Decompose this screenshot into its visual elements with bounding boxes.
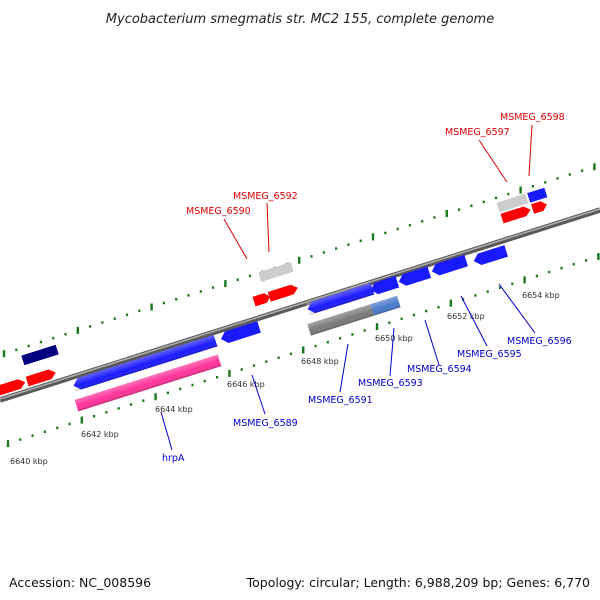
cds-arrow-msmeg-6597[interactable]: [500, 205, 533, 224]
cds-arrow-msmeg-6595[interactable]: [397, 266, 432, 287]
gene-features: [0, 187, 548, 412]
gene-label-hrpA[interactable]: hrpA: [162, 453, 185, 464]
reverse-scale-ticks: [6, 253, 600, 447]
gene-label-msmeg-6593[interactable]: MSMEG_6593: [358, 378, 423, 389]
scale-label: 6652 kbp: [447, 312, 485, 321]
pseudogene-msmeg-6597[interactable]: [496, 193, 529, 213]
accession-text: Accession: NC_008596: [9, 575, 152, 590]
scale-label: 6642 kbp: [81, 430, 119, 439]
gene-label-msmeg-6597[interactable]: MSMEG_6597: [445, 127, 510, 138]
gene-labels-forward: MSMEG_6590 MSMEG_6592 MSMEG_6597 MSMEG_6…: [186, 112, 565, 217]
map-title: Mycobacterium smegmatis str. MC2 155, co…: [106, 12, 494, 27]
label-leaders-forward: [223, 124, 533, 260]
scale-labels: 6640 kbp 6642 kbp 6644 kbp 6646 kbp 6648…: [10, 291, 560, 466]
cds-arrow-msmeg-6595b[interactable]: [430, 254, 468, 277]
scale-label: 6640 kbp: [10, 457, 48, 466]
cds-box-msmeg-6598[interactable]: [527, 187, 548, 203]
cds-arrow[interactable]: [25, 368, 58, 387]
cds-arrow[interactable]: [0, 377, 27, 396]
gene-label-msmeg-6591[interactable]: MSMEG_6591: [308, 395, 373, 406]
forward-scale-ticks: [2, 163, 596, 358]
gene-label-msmeg-6590[interactable]: MSMEG_6590: [186, 206, 251, 217]
pseudogene-msmeg-6592[interactable]: [258, 262, 294, 282]
genome-backbone: [0, 207, 600, 403]
gene-label-msmeg-6592[interactable]: MSMEG_6592: [233, 191, 298, 202]
cds-arrow-msmeg-6590[interactable]: [252, 292, 272, 307]
cds-arrow-msmeg-6598[interactable]: [531, 200, 548, 214]
gene-label-msmeg-6594[interactable]: MSMEG_6594: [407, 364, 472, 375]
gene-block-forward-left: [0, 368, 58, 396]
gene-labels-reverse: hrpA MSMEG_6589 MSMEG_6591 MSMEG_6593 MS…: [162, 336, 572, 464]
gene-label-msmeg-6589[interactable]: MSMEG_6589: [233, 418, 298, 429]
gene-label-msmeg-6598[interactable]: MSMEG_6598: [500, 112, 565, 123]
cds-arrow-msmeg-6589[interactable]: [219, 321, 261, 345]
cds-dark-box[interactable]: [21, 344, 59, 366]
gene-label-msmeg-6595[interactable]: MSMEG_6595: [457, 349, 522, 360]
gene-label-msmeg-6596[interactable]: MSMEG_6596: [507, 336, 572, 347]
scale-label: 6644 kbp: [155, 405, 193, 414]
cds-arrow-msmeg-6590b[interactable]: [267, 283, 300, 302]
scale-label: 6648 kbp: [301, 357, 339, 366]
label-leaders-reverse: [160, 283, 536, 451]
cds-arrow-msmeg-6594[interactable]: [369, 276, 400, 296]
cds-arrow-msmeg-6596[interactable]: [472, 245, 509, 267]
scale-label: 6650 kbp: [375, 334, 413, 343]
scale-label: 6646 kbp: [227, 380, 265, 389]
genome-summary-text: Topology: circular; Length: 6,988,209 bp…: [246, 575, 590, 590]
scale-label: 6654 kbp: [522, 291, 560, 300]
